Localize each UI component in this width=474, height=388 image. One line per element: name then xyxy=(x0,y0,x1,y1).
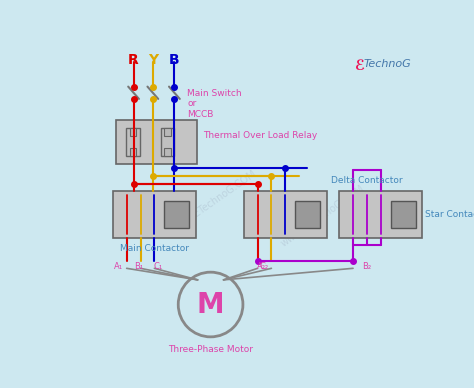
Text: ℰ: ℰ xyxy=(356,59,365,73)
Text: A₁: A₁ xyxy=(114,262,124,271)
Bar xyxy=(339,191,422,237)
Bar xyxy=(164,128,171,136)
Bar xyxy=(164,201,189,228)
Text: B: B xyxy=(169,53,180,67)
Text: Delta Contactor: Delta Contactor xyxy=(331,176,402,185)
Text: Three-Phase Motor: Three-Phase Motor xyxy=(168,345,253,353)
Text: A₂: A₂ xyxy=(257,262,266,271)
Bar xyxy=(391,201,416,228)
Text: C₁: C₁ xyxy=(154,262,163,271)
Text: Thermal Over Load Relay: Thermal Over Load Relay xyxy=(203,131,317,140)
Text: R: R xyxy=(128,53,139,67)
Text: B₂: B₂ xyxy=(362,262,372,271)
Text: Main Switch
or
MCCB: Main Switch or MCCB xyxy=(188,89,242,119)
Text: C₂: C₂ xyxy=(259,262,268,271)
Text: TechnoG: TechnoG xyxy=(363,59,411,69)
Bar xyxy=(130,148,136,156)
Bar xyxy=(113,191,196,237)
Text: Y: Y xyxy=(148,53,158,67)
Text: Star Contactor: Star Contactor xyxy=(425,210,474,219)
Text: Main Contactor: Main Contactor xyxy=(120,244,189,253)
Bar xyxy=(161,128,174,156)
Text: www.ETechnoG.COM: www.ETechnoG.COM xyxy=(279,183,366,249)
Text: M: M xyxy=(197,291,224,319)
Text: www.ETechnoG.COM: www.ETechnoG.COM xyxy=(171,168,258,233)
Bar xyxy=(295,201,320,228)
Bar xyxy=(130,128,136,136)
Text: B₁: B₁ xyxy=(134,262,144,271)
Bar xyxy=(164,148,171,156)
Bar xyxy=(244,191,327,237)
Bar xyxy=(116,120,197,165)
Bar xyxy=(126,128,140,156)
